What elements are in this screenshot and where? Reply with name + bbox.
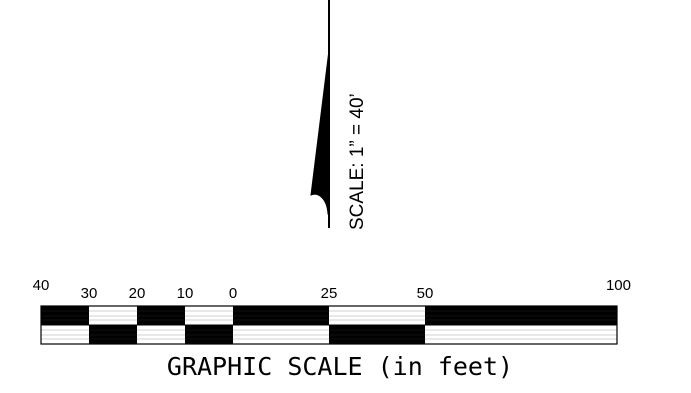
scale-segment-bottom — [185, 325, 233, 344]
scale-tick-label: 50 — [417, 285, 434, 302]
scale-segment-bottom — [137, 325, 185, 344]
scale-segment-top — [233, 306, 329, 325]
scale-tick-label: 100 — [606, 277, 631, 294]
scale-segment-top — [89, 306, 137, 325]
scale-segment-bottom — [425, 325, 617, 344]
scale-segment-bottom — [329, 325, 425, 344]
north-arrow — [310, 0, 330, 228]
scale-note: SCALE: 1” = 40’ — [347, 93, 368, 230]
graphic-scale-tick-labels: 40 30 20 10 0 25 50 100 — [33, 277, 631, 302]
scale-segment-top — [425, 306, 617, 325]
scale-segment-top — [137, 306, 185, 325]
scale-tick-label: 25 — [321, 285, 338, 302]
scale-segment-top — [329, 306, 425, 325]
scale-segment-bottom — [41, 325, 89, 344]
scale-segment-top — [41, 306, 89, 325]
scale-segment-top — [185, 306, 233, 325]
graphic-scale-bar — [40, 305, 618, 345]
scale-segment-bottom — [89, 325, 137, 344]
scale-tick-label: 0 — [229, 285, 237, 302]
scale-tick-label: 30 — [81, 285, 98, 302]
scale-tick-label: 10 — [177, 285, 194, 302]
scale-tick-label: 20 — [129, 285, 146, 302]
scale-segment-bottom — [233, 325, 329, 344]
north-arrow-head-icon — [310, 49, 330, 215]
scale-tick-label: 40 — [33, 277, 50, 294]
graphic-scale-caption: GRAPHIC SCALE (in feet) — [167, 352, 513, 381]
